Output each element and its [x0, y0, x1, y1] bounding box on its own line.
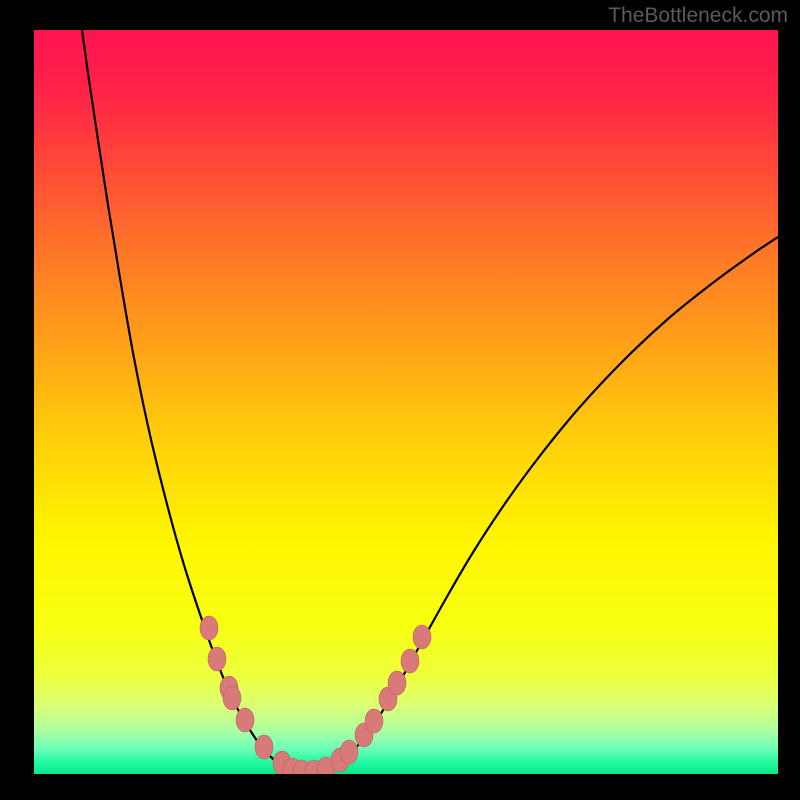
curve-marker [200, 616, 218, 640]
curve-marker [208, 647, 226, 671]
chart-plot-area [34, 30, 778, 774]
curve-marker [365, 709, 383, 733]
curve-marker [340, 740, 358, 764]
curve-marker [401, 649, 419, 673]
curve-marker [223, 686, 241, 710]
curve-marker [388, 671, 406, 695]
curve-marker [255, 735, 273, 759]
curve-marker [236, 708, 254, 732]
curve-marker [413, 625, 431, 649]
v-curve-chart [34, 30, 778, 774]
watermark-text: TheBottleneck.com [608, 4, 788, 28]
